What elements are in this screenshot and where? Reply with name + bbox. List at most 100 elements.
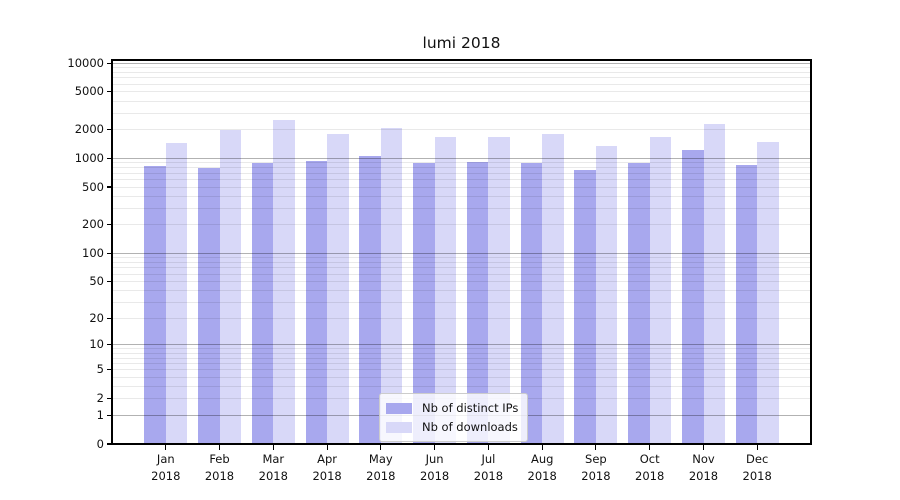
x-tick-month: Dec <box>746 452 769 466</box>
y-tick-label: 20 <box>89 310 104 325</box>
x-tick-year: 2018 <box>419 469 450 483</box>
bar-mar-downloads <box>273 119 295 444</box>
gridline-minor <box>112 348 811 350</box>
gridline-minor <box>112 167 811 169</box>
x-tick-label-sep: Sep 2018 <box>564 451 628 485</box>
gridline-minor <box>112 301 811 303</box>
bar-sep-downloads <box>595 145 618 444</box>
x-tick-month: Apr <box>317 452 338 466</box>
gridline-minor <box>112 267 811 269</box>
bar-jan-distinct-ips <box>144 166 166 444</box>
x-tick-label-jul: Jul 2018 <box>456 451 520 485</box>
y-tick <box>106 186 112 188</box>
bar-jul-distinct-ips <box>466 162 489 444</box>
bar-dec-distinct-ips <box>735 165 758 444</box>
x-tick <box>272 445 274 450</box>
x-tick <box>541 445 543 450</box>
y-tick <box>106 414 112 416</box>
x-tick-month: May <box>368 452 393 466</box>
y-tick-label: 10000 <box>67 55 104 70</box>
bar-jan-downloads <box>165 143 188 444</box>
legend-entry-distinct-ips: Nb of distinct IPs <box>386 400 518 416</box>
x-tick <box>218 445 221 450</box>
bar-oct-downloads <box>649 137 672 444</box>
legend: Nb of distinct IPs Nb of downloads <box>379 393 529 442</box>
x-tick-year: 2018 <box>581 469 611 483</box>
y-tick <box>106 129 112 131</box>
gridline-major <box>112 157 811 159</box>
gridline-minor <box>112 112 811 114</box>
x-tick-year: 2018 <box>473 469 504 483</box>
x-tick-year: 2018 <box>527 469 557 483</box>
legend-swatch-distinct-ips <box>386 402 412 414</box>
y-tick <box>106 344 112 346</box>
x-tick-month: Oct <box>639 452 660 466</box>
gridline-minor <box>112 280 811 282</box>
gridline-major <box>112 62 811 64</box>
x-tick-year: 2018 <box>742 469 772 483</box>
x-tick-year: 2018 <box>312 469 342 483</box>
chart-title: lumi 2018 <box>422 34 501 52</box>
gridline-minor <box>112 363 811 364</box>
y-tick <box>106 157 112 159</box>
x-tick-year: 2018 <box>258 469 288 483</box>
bar-jun-distinct-ips <box>413 162 435 444</box>
gridline-minor <box>112 357 811 359</box>
legend-swatch-downloads <box>386 421 412 433</box>
spine-bottom <box>111 443 812 445</box>
bar-feb-downloads <box>219 129 241 444</box>
gridline-minor <box>112 162 811 164</box>
bar-apr-downloads <box>327 134 349 444</box>
bar-jul-downloads <box>488 136 510 444</box>
x-tick <box>702 445 705 450</box>
x-tick-year: 2018 <box>635 469 665 483</box>
bar-nov-distinct-ips <box>682 149 704 444</box>
x-tick-month: Jul <box>481 452 496 466</box>
bar-jun-downloads <box>434 137 457 444</box>
x-tick-year: 2018 <box>151 469 181 483</box>
gridline-minor <box>112 369 811 371</box>
x-tick-label-mar: Mar 2018 <box>241 451 305 485</box>
gridline-minor <box>112 172 811 174</box>
x-tick-month: Aug <box>530 452 554 466</box>
y-tick <box>106 317 112 319</box>
gridline-minor <box>112 257 811 258</box>
gridline-minor <box>112 207 811 209</box>
x-tick-month: Mar <box>262 452 285 466</box>
x-tick <box>487 445 489 450</box>
x-tick-label-feb: Feb 2018 <box>188 451 252 485</box>
bar-mar-distinct-ips <box>251 162 274 444</box>
y-tick <box>106 398 112 400</box>
y-tick <box>106 280 112 282</box>
gridline-minor <box>112 290 811 291</box>
x-tick <box>756 445 758 450</box>
legend-label-distinct-ips: Nb of distinct IPs <box>422 401 519 415</box>
gridline-minor <box>112 83 811 85</box>
gridline-minor <box>112 377 811 378</box>
y-tick <box>106 443 112 445</box>
y-tick-label: 5 <box>96 362 104 377</box>
gridline-minor <box>112 352 811 354</box>
gridline-minor <box>112 386 811 388</box>
y-tick <box>106 62 112 64</box>
x-tick <box>595 445 597 450</box>
x-tick-year: 2018 <box>366 469 396 483</box>
x-tick-year: 2018 <box>688 469 719 483</box>
gridline-minor <box>112 317 811 319</box>
gridline-minor <box>112 100 811 102</box>
bar-sep-distinct-ips <box>574 169 596 444</box>
y-tick-label: 2000 <box>74 122 104 137</box>
x-tick-label-jun: Jun 2018 <box>403 451 467 485</box>
gridline-minor <box>112 129 811 131</box>
legend-entry-downloads: Nb of downloads <box>386 419 518 435</box>
legend-label-downloads: Nb of downloads <box>422 420 518 434</box>
bar-aug-distinct-ips <box>520 162 543 444</box>
bar-aug-downloads <box>542 133 564 444</box>
x-tick-label-apr: Apr 2018 <box>295 451 359 485</box>
bar-may-downloads <box>380 127 403 444</box>
x-tick-month: Sep <box>585 452 607 466</box>
y-tick-label: 10 <box>89 337 104 352</box>
gridline-minor <box>112 71 811 73</box>
gridline-major <box>112 344 811 346</box>
